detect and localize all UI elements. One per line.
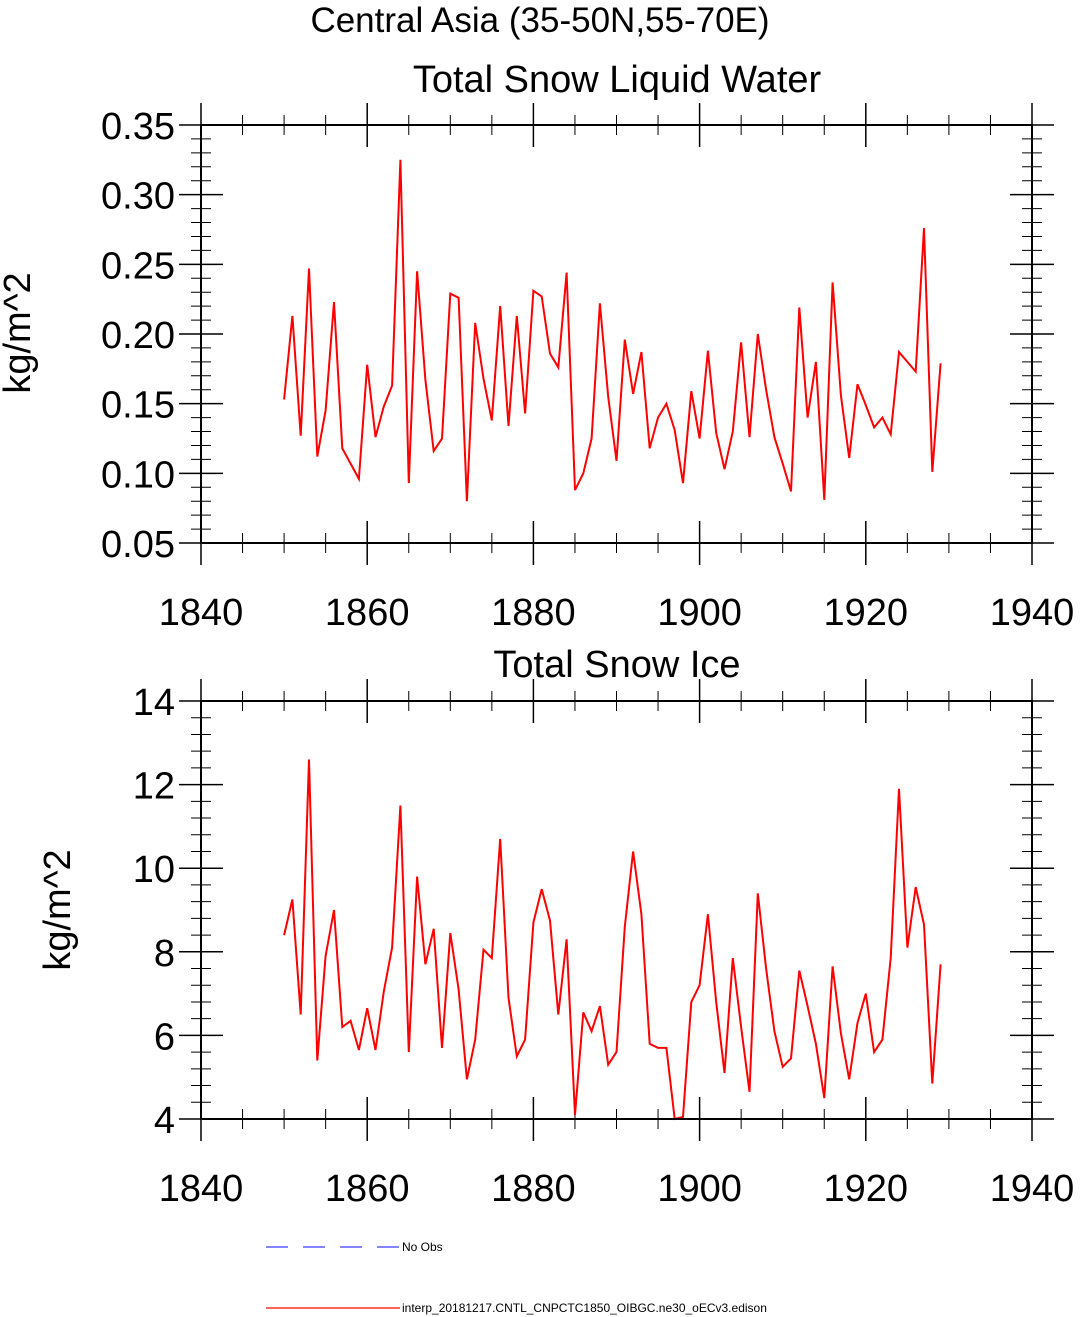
x-tick-labels: 1840 1860 1880 1900 1920 1940 (159, 1168, 1075, 1210)
figure-title: Central Asia (35-50N,55-70E) (310, 1, 769, 40)
y-tick-label: 0.35 (101, 106, 175, 148)
series-line (283, 159, 942, 502)
panel-title: Total Snow Liquid Water (413, 59, 822, 101)
x-tick-label: 1880 (491, 592, 576, 634)
y-tick-label: 10 (133, 849, 175, 891)
x-tick-label: 1920 (824, 592, 909, 634)
x-tick-label: 1900 (657, 592, 742, 634)
y-tick-label: 14 (133, 682, 175, 724)
y-tick-label: 8 (154, 933, 175, 975)
y-tick-label: 0.10 (101, 454, 175, 496)
axis-ticks (179, 103, 1054, 565)
axis-ticks (179, 679, 1054, 1141)
x-tick-label: 1940 (990, 592, 1075, 634)
panel-snow-liquid-water: Total Snow Liquid Water kg/m^2 0.050.100… (0, 59, 1074, 634)
y-tick-labels: 0.05 0.10 0.15 0.20 0.25 0.30 0.35 (101, 106, 175, 566)
y-tick-label: 0.25 (101, 245, 175, 287)
plot-frame (200, 124, 1033, 544)
panel-title: Total Snow Ice (493, 644, 740, 686)
legend-label-model: interp_20181217.CNTL_CNPCTC1850_OIBGC.ne… (402, 1301, 767, 1315)
y-tick-label: 6 (154, 1016, 175, 1058)
x-tick-label: 1860 (325, 592, 410, 634)
x-tick-label: 1900 (657, 1168, 742, 1210)
x-tick-label: 1940 (990, 1168, 1075, 1210)
series-line (283, 759, 942, 1121)
y-tick-label: 12 (133, 766, 175, 808)
x-tick-label: 1840 (159, 1168, 244, 1210)
plot-frame (200, 700, 1033, 1120)
y-tick-label: 0.05 (101, 524, 175, 566)
x-tick-label: 1880 (491, 1168, 576, 1210)
series-group (283, 759, 942, 1121)
y-tick-labels: 4 6 8 10 12 14 (133, 682, 175, 1142)
x-tick-label: 1920 (824, 1168, 909, 1210)
y-tick-label: 0.20 (101, 315, 175, 357)
y-axis-label: kg/m^2 (0, 272, 39, 393)
legend-label-no-obs: No Obs (402, 1240, 443, 1254)
panel-snow-ice: Total Snow Ice kg/m^2 4 6 8 10 12 14 1840 1860… (37, 644, 1074, 1210)
y-tick-label: 0.15 (101, 385, 175, 427)
x-tick-label: 1860 (325, 1168, 410, 1210)
x-tick-label: 1840 (159, 592, 244, 634)
y-axis-label: kg/m^2 (37, 849, 79, 970)
y-tick-label: 4 (154, 1100, 175, 1142)
legend: No Obs interp_20181217.CNTL_CNPCTC1850_O… (266, 1240, 767, 1315)
x-tick-labels: 1840 1860 1880 1900 1920 1940 (159, 592, 1075, 634)
series-group (283, 159, 942, 502)
y-tick-label: 0.30 (101, 176, 175, 218)
